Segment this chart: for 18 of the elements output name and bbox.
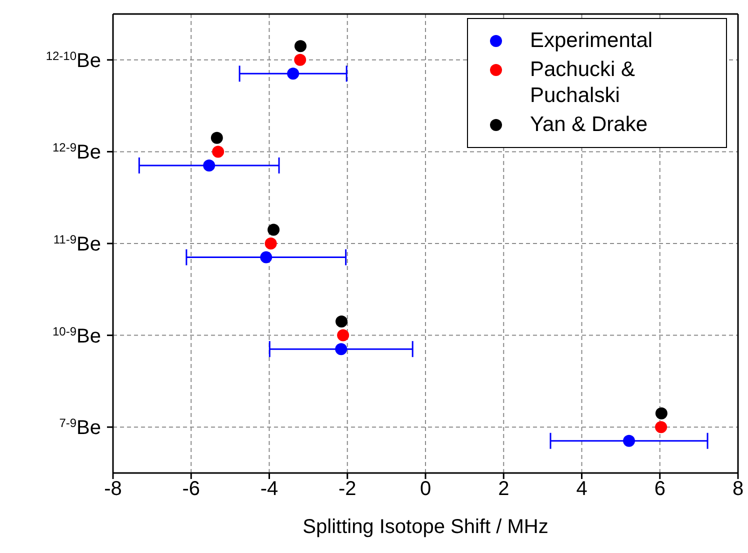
y-tick-label: $^{12-9}$Be xyxy=(52,140,101,164)
y-tick-label: $^{11-9}$Be xyxy=(53,232,101,256)
x-tick-label: -6 xyxy=(182,478,200,500)
legend-label: Yan & Drake xyxy=(530,112,648,138)
y-tick-label: $^{10-9}$Be xyxy=(52,324,101,348)
x-axis-title: Splitting Isotope Shift / MHz xyxy=(302,516,548,538)
x-tick-label: 6 xyxy=(654,478,666,500)
x-tick-label: 0 xyxy=(420,478,432,500)
legend-label: Pachucki & Puchalski xyxy=(530,57,636,109)
legend-label: Experimental xyxy=(530,28,653,54)
x-tick-label: -8 xyxy=(104,478,122,500)
y-tick-label: $^{7-9}$Be xyxy=(59,416,101,440)
y-tick-label: $^{12-10}$Be xyxy=(46,48,101,72)
x-tick-label: 8 xyxy=(732,478,744,500)
x-tick-label: -2 xyxy=(338,478,356,500)
x-tick-label: -4 xyxy=(260,478,278,500)
x-tick-label: 2 xyxy=(498,478,510,500)
x-tick-label: 4 xyxy=(576,478,588,500)
